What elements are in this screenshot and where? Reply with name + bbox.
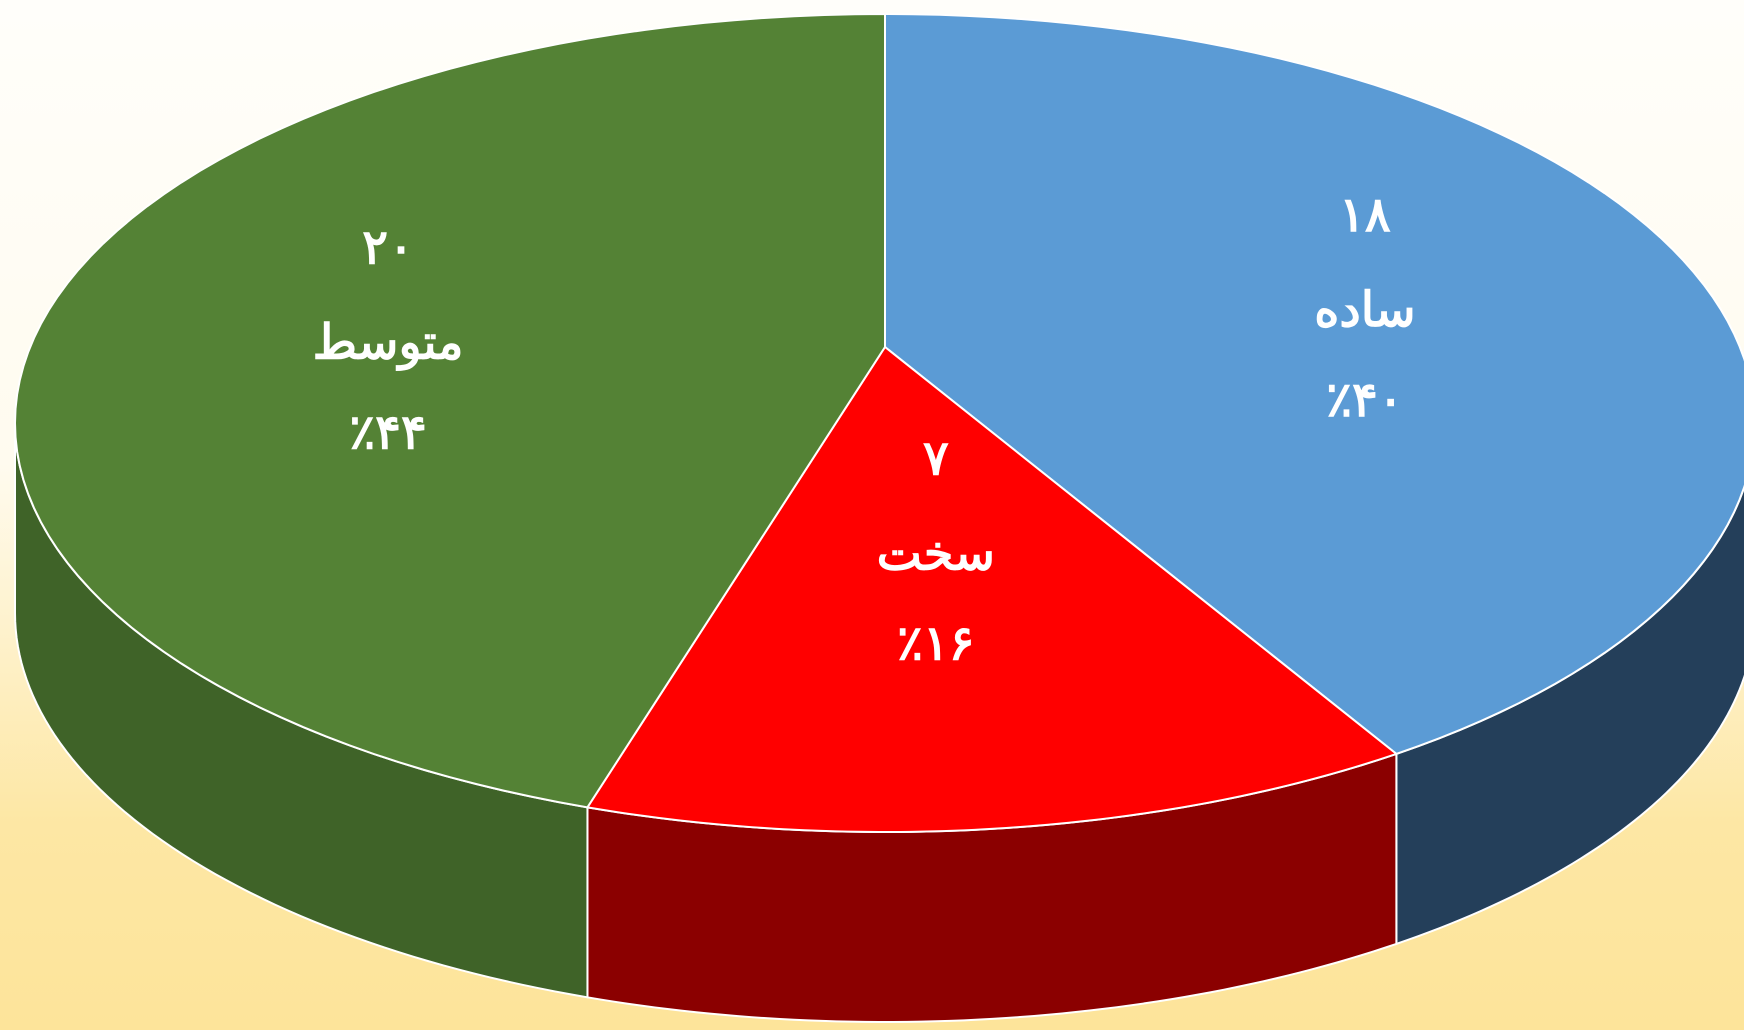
category-label: متوسط <box>313 314 464 371</box>
percent-label: ٪۴۰ <box>1326 372 1403 428</box>
slice <box>13 12 886 809</box>
value-label: ۱۸ <box>1339 187 1391 243</box>
value-label: ۷ <box>923 431 949 487</box>
slice <box>884 12 1744 756</box>
value-label: ۲۰ <box>362 219 414 275</box>
category-label: ساده <box>1314 282 1415 338</box>
percent-label: ٪۴۴ <box>349 404 426 460</box>
pie-labels: ۱۸ ساده ٪۴۰ ۷ سخت ٪۱۶ ۲۰ متوسط ٪۴۴ <box>313 187 1416 671</box>
category-label: سخت <box>877 526 995 582</box>
pie-tops <box>13 12 1744 833</box>
percent-label: ٪۱۶ <box>897 616 974 672</box>
slice <box>585 345 1399 833</box>
